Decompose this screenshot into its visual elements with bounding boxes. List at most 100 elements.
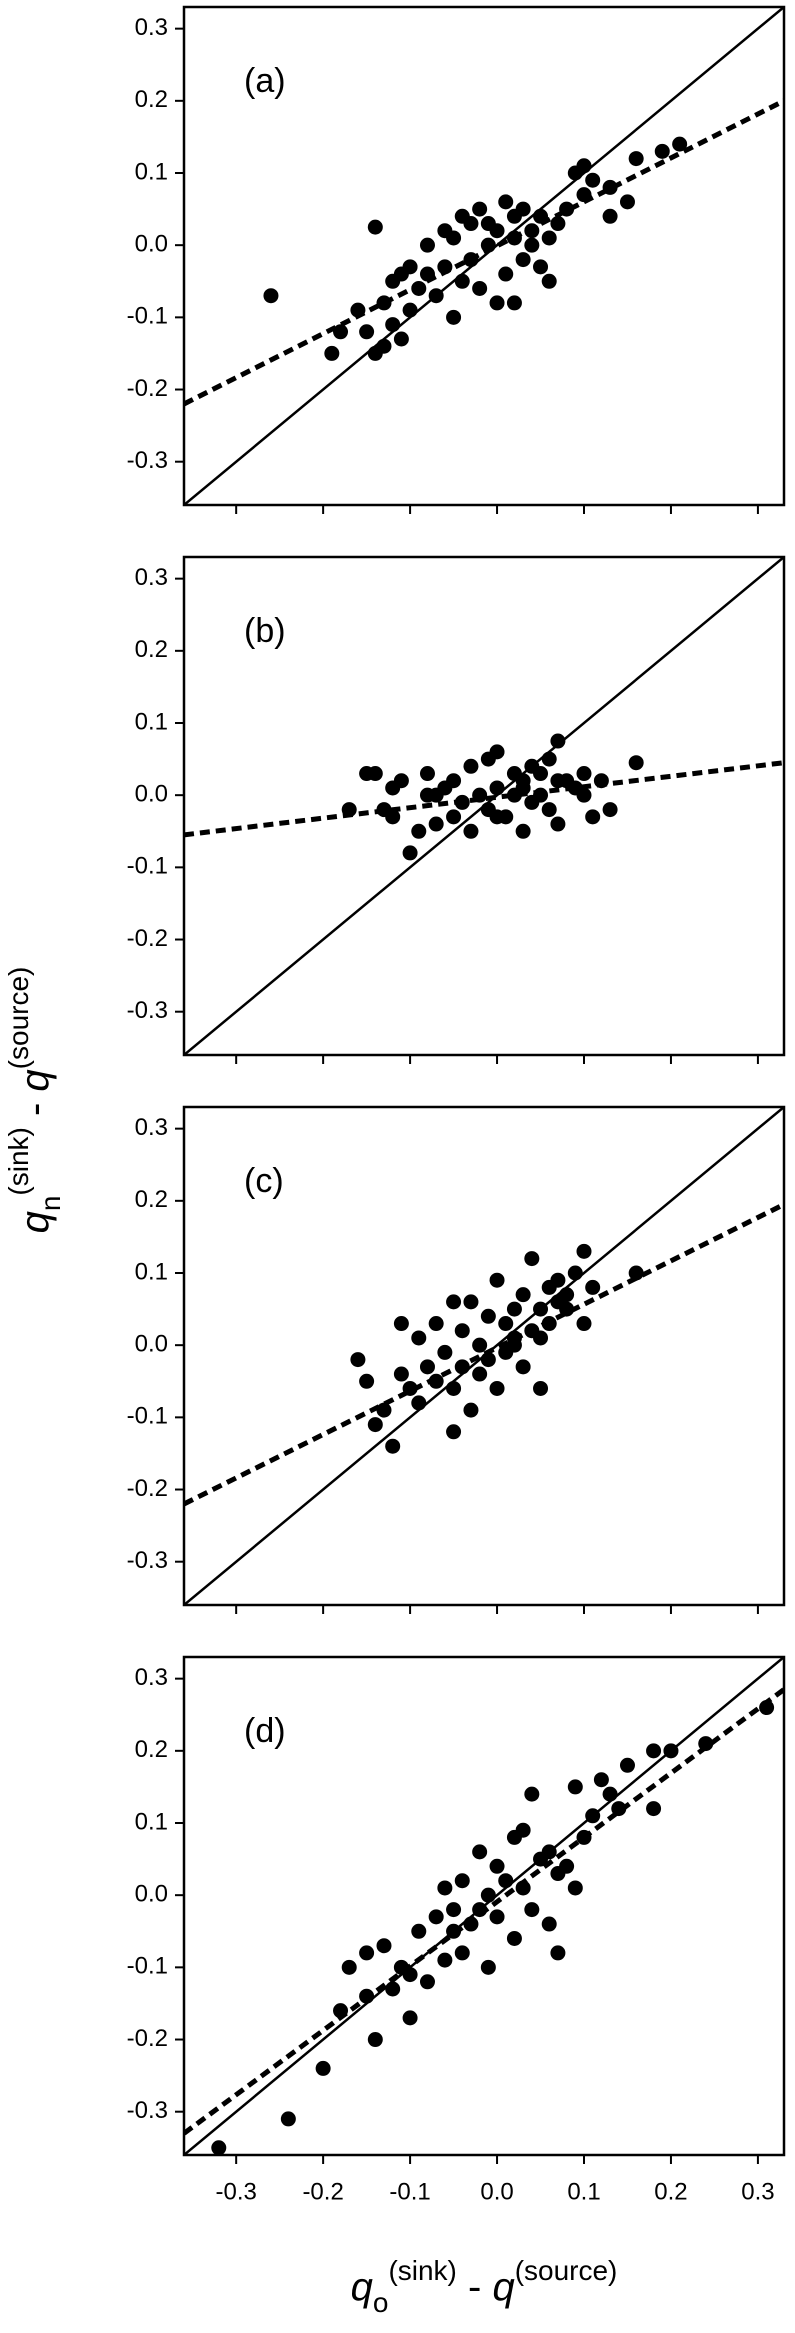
x-tick-label: 0.3 (741, 2178, 774, 2205)
data-point (350, 1352, 366, 1368)
y-tick-label: 0.1 (135, 708, 168, 735)
data-point (428, 787, 444, 803)
y-tick-label: 0.3 (135, 564, 168, 591)
data-point (576, 158, 592, 174)
data-point (541, 1916, 557, 1932)
data-point (385, 809, 401, 825)
data-point (411, 1330, 427, 1346)
data-point (515, 1822, 531, 1838)
y-tick-label: 0.2 (135, 1736, 168, 1763)
data-point (533, 1380, 549, 1396)
data-point (515, 1287, 531, 1303)
data-point (524, 237, 540, 253)
data-point (524, 1902, 540, 1918)
data-point (628, 755, 644, 771)
data-point (472, 1337, 488, 1353)
data-point (515, 201, 531, 217)
y-tick-label: 0.1 (135, 1808, 168, 1835)
data-point (341, 1959, 357, 1975)
data-point (454, 273, 470, 289)
y-tick-label: -0.3 (127, 997, 168, 1024)
data-point (593, 1772, 609, 1788)
data-point (576, 1316, 592, 1332)
data-point (619, 1757, 635, 1773)
data-point (646, 1743, 662, 1759)
data-point (472, 280, 488, 296)
data-point (515, 823, 531, 839)
data-point (654, 143, 670, 159)
data-point (463, 1294, 479, 1310)
data-point (419, 1359, 435, 1375)
data-point (393, 773, 409, 789)
data-point (628, 1265, 644, 1281)
data-point (550, 1866, 566, 1882)
data-point (550, 216, 566, 232)
data-point (446, 1902, 462, 1918)
data-point (567, 1880, 583, 1896)
data-point (359, 1373, 375, 1389)
data-point (324, 345, 340, 361)
data-point (524, 1251, 540, 1267)
data-point (524, 1786, 540, 1802)
y-tick-label: -0.3 (127, 2097, 168, 2124)
data-point (506, 295, 522, 311)
data-point (454, 1945, 470, 1961)
data-point (498, 1873, 514, 1889)
data-point (533, 1330, 549, 1346)
data-point (463, 1402, 479, 1418)
data-point (489, 295, 505, 311)
data-point (411, 823, 427, 839)
data-point (541, 802, 557, 818)
data-point (411, 1923, 427, 1939)
data-point (567, 1779, 583, 1795)
y-tick-label: 0.0 (135, 1881, 168, 1908)
data-point (541, 273, 557, 289)
data-point (472, 1844, 488, 1860)
y-tick-label: -0.2 (127, 1475, 168, 1502)
data-point (446, 1380, 462, 1396)
identity-line (184, 1107, 784, 1605)
data-point (533, 766, 549, 782)
x-label-part: (source) (515, 2255, 618, 2286)
data-point (376, 1402, 392, 1418)
data-point (550, 1945, 566, 1961)
identity-line (184, 7, 784, 505)
data-point (367, 766, 383, 782)
data-point (463, 216, 479, 232)
data-point (533, 259, 549, 275)
data-point (402, 845, 418, 861)
y-tick-label: -0.1 (127, 303, 168, 330)
data-point (602, 1786, 618, 1802)
data-point (515, 1359, 531, 1375)
data-point (402, 302, 418, 318)
x-label-part: q (492, 2265, 514, 2309)
y-tick-label: 0.1 (135, 158, 168, 185)
data-point (541, 751, 557, 767)
x-tick-label: 0.2 (654, 2178, 687, 2205)
x-tick-label: -0.2 (302, 2178, 343, 2205)
fit-line (184, 1687, 784, 2136)
y-tick-label: -0.1 (127, 853, 168, 880)
x-label-part: o (373, 2287, 389, 2318)
data-point (367, 2032, 383, 2048)
data-point (454, 1323, 470, 1339)
data-point (428, 1909, 444, 1925)
data-point (472, 201, 488, 217)
x-label-part: - (457, 2265, 493, 2309)
x-tick-label: 0.1 (567, 2178, 600, 2205)
data-point (576, 787, 592, 803)
data-point (646, 1801, 662, 1817)
identity-line (184, 557, 784, 1055)
data-point (211, 2140, 227, 2156)
y-tick-label: -0.1 (127, 1953, 168, 1980)
data-point (376, 1938, 392, 1954)
data-point (411, 1395, 427, 1411)
data-point (489, 809, 505, 825)
data-point (385, 317, 401, 333)
y-tick-label: 0.3 (135, 1114, 168, 1141)
data-point (393, 331, 409, 347)
data-point (602, 208, 618, 224)
data-point (602, 802, 618, 818)
y-tick-label: 0.3 (135, 14, 168, 41)
